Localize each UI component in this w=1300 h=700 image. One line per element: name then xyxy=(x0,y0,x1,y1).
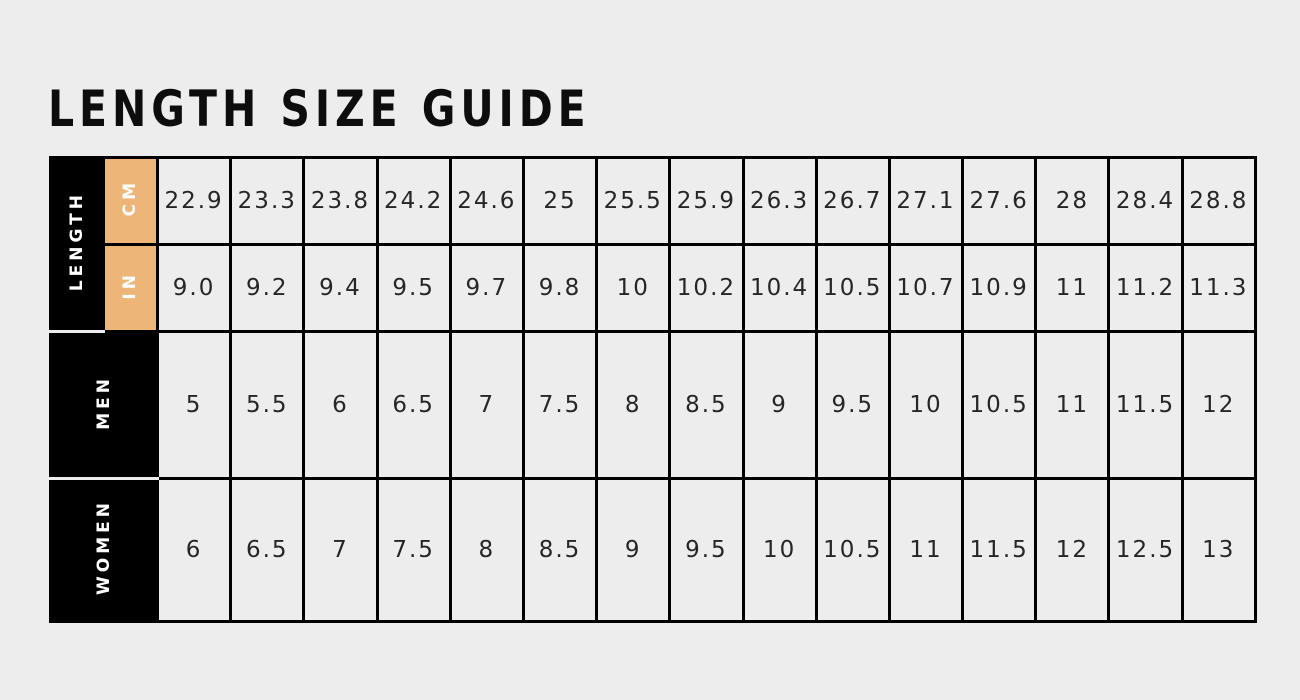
in-value-cell: 11 xyxy=(1034,243,1111,333)
row-header-men: MEN xyxy=(49,330,159,480)
women-size-cell: 12 xyxy=(1034,477,1111,623)
in-value-cell: 10.7 xyxy=(887,243,965,333)
women-size-cell: 7 xyxy=(302,477,379,623)
row-header-cm: CM xyxy=(102,156,159,246)
table-row-men: MEN 5 5.5 6 6.5 7 7.5 8 8.5 9 9.5 10 10.… xyxy=(49,330,1258,480)
row-header-in: IN xyxy=(102,243,159,333)
cm-value-cell: 24.6 xyxy=(448,156,525,246)
in-value-cell: 11.2 xyxy=(1107,243,1184,333)
men-size-cell: 10.5 xyxy=(961,330,1038,480)
men-size-cell: 6.5 xyxy=(375,330,452,480)
women-size-cell: 13 xyxy=(1180,477,1258,623)
table-row-in: IN 9.0 9.2 9.4 9.5 9.7 9.8 10 10.2 10.4 … xyxy=(51,243,1258,333)
women-size-cell: 6 xyxy=(155,477,233,623)
size-guide-table: LENGTH CM 22.9 23.3 23.8 24.2 24.6 25 25… xyxy=(49,156,1258,623)
men-size-cell: 5 xyxy=(155,330,233,480)
cm-value-cell: 22.9 xyxy=(155,156,233,246)
cm-value-cell: 26.3 xyxy=(741,156,818,246)
row-header-women: WOMEN xyxy=(49,477,159,623)
in-label: IN xyxy=(120,270,140,300)
women-size-cell: 12.5 xyxy=(1107,477,1184,623)
in-value-cell: 10 xyxy=(595,243,672,333)
women-size-cell: 9 xyxy=(595,477,672,623)
cm-value-cell: 28 xyxy=(1034,156,1111,246)
in-value-cell: 10.2 xyxy=(668,243,745,333)
men-size-cell: 11 xyxy=(1034,330,1111,480)
women-size-cell: 8.5 xyxy=(521,477,599,623)
cm-value-cell: 28.8 xyxy=(1180,156,1258,246)
men-size-cell: 11.5 xyxy=(1107,330,1184,480)
in-value-cell: 9.4 xyxy=(302,243,379,333)
women-label: WOMEN xyxy=(93,499,114,595)
cm-value-cell: 25.9 xyxy=(668,156,745,246)
in-value-cell: 9.7 xyxy=(448,243,525,333)
men-size-cell: 8.5 xyxy=(668,330,745,480)
men-size-cell: 12 xyxy=(1180,330,1258,480)
women-size-cell: 6.5 xyxy=(229,477,306,623)
cm-value-cell: 23.3 xyxy=(229,156,306,246)
men-size-cell: 7.5 xyxy=(521,330,599,480)
men-size-cell: 6 xyxy=(302,330,379,480)
women-size-cell: 8 xyxy=(448,477,525,623)
men-size-cell: 8 xyxy=(595,330,672,480)
cm-value-cell: 25 xyxy=(521,156,599,246)
in-value-cell: 10.4 xyxy=(741,243,818,333)
men-size-cell: 7 xyxy=(448,330,525,480)
men-size-cell: 9.5 xyxy=(814,330,891,480)
in-value-cell: 10.9 xyxy=(961,243,1038,333)
table-row-women: WOMEN 6 6.5 7 7.5 8 8.5 9 9.5 10 10.5 11… xyxy=(49,477,1258,623)
cm-value-cell: 28.4 xyxy=(1107,156,1184,246)
cm-value-cell: 24.2 xyxy=(375,156,452,246)
table-row-cm: LENGTH CM 22.9 23.3 23.8 24.2 24.6 25 25… xyxy=(49,156,1258,333)
women-size-cell: 11 xyxy=(887,477,965,623)
women-size-cell: 7.5 xyxy=(375,477,452,623)
in-value-cell: 10.5 xyxy=(814,243,891,333)
women-size-cell: 10 xyxy=(741,477,818,623)
page-title: LENGTH SIZE GUIDE xyxy=(48,80,591,138)
length-label: LENGTH xyxy=(66,191,87,292)
in-value-cell: 9.2 xyxy=(229,243,306,333)
in-value-cell: 9.0 xyxy=(155,243,233,333)
row-group-header-length: LENGTH xyxy=(49,156,105,333)
in-value-cell: 9.8 xyxy=(521,243,599,333)
women-size-cell: 11.5 xyxy=(961,477,1038,623)
men-size-cell: 9 xyxy=(741,330,818,480)
men-size-cell: 5.5 xyxy=(229,330,306,480)
cm-label: CM xyxy=(120,179,140,217)
cm-value-cell: 27.1 xyxy=(887,156,965,246)
cm-value-cell: 23.8 xyxy=(302,156,379,246)
in-value-cell: 9.5 xyxy=(375,243,452,333)
women-size-cell: 9.5 xyxy=(668,477,745,623)
cm-value-cell: 26.7 xyxy=(814,156,891,246)
cm-value-cell: 25.5 xyxy=(595,156,672,246)
women-size-cell: 10.5 xyxy=(814,477,891,623)
men-size-cell: 10 xyxy=(887,330,965,480)
men-label: MEN xyxy=(93,374,114,430)
in-value-cell: 11.3 xyxy=(1180,243,1258,333)
cm-value-cell: 27.6 xyxy=(961,156,1038,246)
